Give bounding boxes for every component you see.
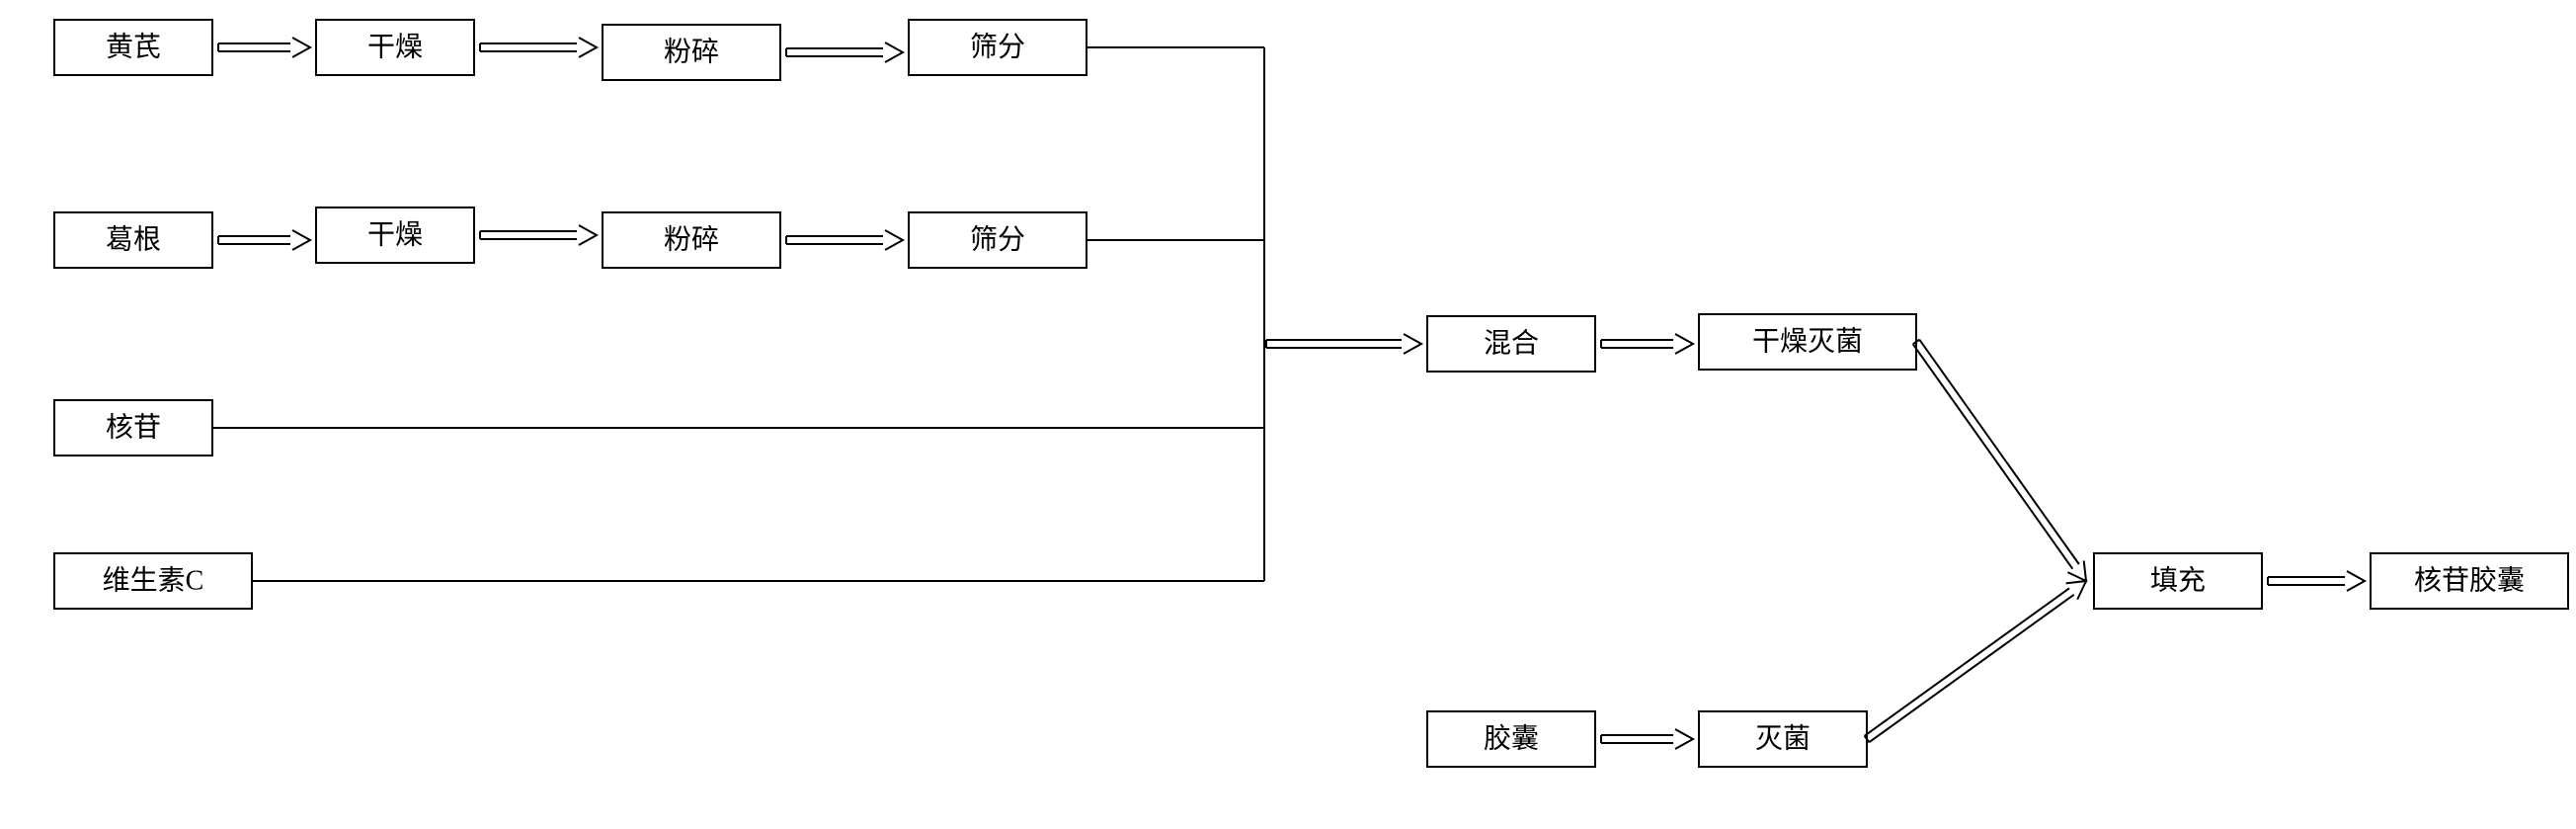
arrow-head [885,42,903,62]
arrow-head [1675,334,1693,354]
label-steril: 灭菌 [1755,722,1811,754]
flow-diagram: 黄芪干燥粉碎筛分葛根干燥粉碎筛分核苷维生素C混合干燥灭菌胶囊灭菌填充核苷胶囊 [0,0,2576,829]
arrow-head [579,225,597,245]
label-huangqi: 黄芪 [106,31,161,62]
arrow-head [885,230,903,250]
arrow-head [2066,581,2086,600]
label-drysteril: 干燥灭菌 [1752,325,1863,357]
label-hq_crush: 粉碎 [664,36,719,67]
arrow-head [292,38,310,57]
label-capsule: 胶囊 [1484,722,1539,754]
label-hq_dry: 干燥 [367,32,423,62]
arrow-head [292,230,310,250]
arrow-head [2067,561,2086,581]
label-hegan: 核苷 [106,411,161,443]
label-gg_crush: 粉碎 [664,223,719,255]
label-gegen: 葛根 [106,223,161,255]
arrow-head [1675,729,1693,749]
label-hq_sieve: 筛分 [970,31,1025,62]
label-product: 核苷胶囊 [2414,564,2525,596]
arrow-head [1404,334,1421,354]
arrow-head [2347,571,2365,591]
label-gg_dry: 干燥 [367,219,423,250]
label-gg_sieve: 筛分 [970,223,1025,255]
label-vitc: 维生素C [103,564,204,596]
arrow-head [579,38,597,57]
label-fill: 填充 [2150,564,2206,596]
label-mix: 混合 [1484,327,1539,359]
